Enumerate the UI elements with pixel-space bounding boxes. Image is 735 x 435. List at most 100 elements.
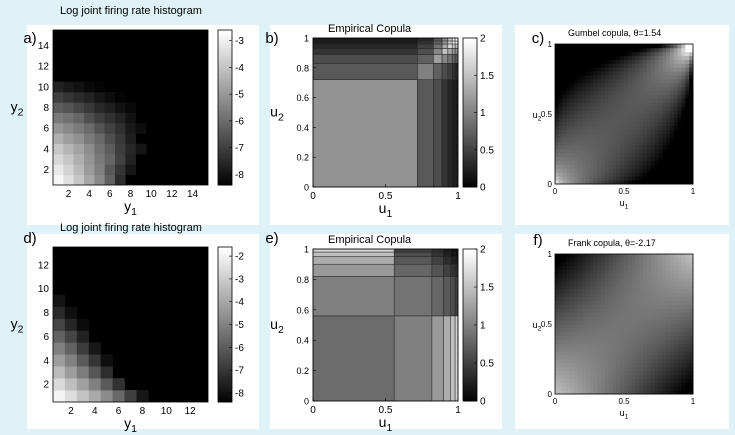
colorbar-segment xyxy=(218,151,232,155)
density-cell xyxy=(670,114,675,119)
density-cell xyxy=(574,125,579,130)
density-cell xyxy=(685,82,690,88)
density-cell xyxy=(631,86,636,92)
density-cell xyxy=(670,164,675,169)
colorbar-segment xyxy=(463,254,477,258)
density-cell xyxy=(578,129,583,134)
colorbar-segment xyxy=(218,135,232,139)
density-cell xyxy=(658,296,663,302)
density-cell xyxy=(608,254,613,259)
density-cell xyxy=(585,86,590,92)
density-cell xyxy=(574,67,579,72)
density-cell xyxy=(608,102,613,107)
density-cell xyxy=(608,71,613,76)
density-cell xyxy=(639,355,644,360)
density-cell xyxy=(627,370,633,375)
density-cell xyxy=(601,71,606,76)
density-cell xyxy=(681,51,686,57)
density-cell xyxy=(620,304,625,309)
density-cell xyxy=(593,79,598,84)
density-cell xyxy=(666,63,671,68)
colorbar-segment xyxy=(463,95,477,99)
density-cell xyxy=(654,44,659,49)
density-cell xyxy=(685,308,690,313)
density-cell xyxy=(677,273,682,278)
density-cell xyxy=(673,254,679,259)
density-cell xyxy=(608,137,613,142)
colorbar-segment xyxy=(463,179,477,183)
density-cell xyxy=(604,82,610,88)
density-cell xyxy=(612,316,617,321)
density-cell xyxy=(566,359,571,364)
density-cell xyxy=(658,82,663,88)
x-tick-label: 4 xyxy=(86,189,92,200)
density-cell xyxy=(689,98,694,103)
density-cell xyxy=(608,366,613,372)
density-cell xyxy=(677,281,682,286)
density-cell xyxy=(681,90,686,95)
y-tick-label: 1 xyxy=(548,40,553,49)
density-cell xyxy=(616,362,621,368)
density-cell xyxy=(666,257,671,263)
y-tick-label: 12 xyxy=(38,62,50,73)
density-cell xyxy=(604,51,610,57)
density-cell xyxy=(689,370,694,375)
density-cell xyxy=(585,289,590,294)
density-cell xyxy=(593,47,598,53)
colorbar-segment xyxy=(218,373,232,377)
density-cell xyxy=(650,304,656,309)
density-cell xyxy=(608,86,613,92)
density-cell xyxy=(647,106,652,111)
density-cell xyxy=(662,382,667,387)
colorbar-segment xyxy=(218,352,232,356)
density-cell xyxy=(574,273,579,278)
density-cell xyxy=(654,359,659,364)
density-cell xyxy=(639,94,644,99)
density-cell xyxy=(635,351,640,356)
density-cell xyxy=(585,292,590,298)
density-cell xyxy=(658,254,663,259)
density-cell xyxy=(585,261,590,267)
copula-cell xyxy=(417,54,434,64)
density-cell xyxy=(631,110,636,115)
density-cell xyxy=(566,63,571,68)
density-cell xyxy=(558,117,564,123)
colorbar-segment xyxy=(463,385,477,389)
density-cell xyxy=(685,149,690,154)
density-cell xyxy=(616,86,621,92)
density-cell xyxy=(662,94,667,99)
heatmap-cell xyxy=(84,174,95,186)
density-cell xyxy=(689,327,694,333)
density-cell xyxy=(643,117,648,123)
density-cell xyxy=(650,168,656,173)
density-cell xyxy=(673,265,679,270)
density-cell xyxy=(597,145,602,150)
density-cell xyxy=(604,102,610,107)
density-cell xyxy=(650,82,656,88)
density-cell xyxy=(597,320,602,325)
density-cell xyxy=(562,370,567,375)
density-cell xyxy=(555,374,560,379)
density-cell xyxy=(558,269,564,274)
density-cell xyxy=(681,156,686,162)
density-cell xyxy=(574,90,579,95)
density-cell xyxy=(604,160,610,165)
density-cell xyxy=(647,102,652,107)
density-cell xyxy=(650,300,656,305)
density-cell xyxy=(581,359,587,364)
density-cell xyxy=(650,355,656,360)
density-cell xyxy=(593,106,598,111)
density-cell xyxy=(647,327,652,333)
heatmap-cell xyxy=(84,133,95,144)
density-cell xyxy=(647,98,652,103)
density-cell xyxy=(654,94,659,99)
density-cell xyxy=(616,71,621,76)
density-cell xyxy=(670,55,675,60)
density-cell xyxy=(604,94,610,99)
colorbar-segment xyxy=(463,355,477,359)
density-cell xyxy=(662,180,667,185)
density-cell xyxy=(562,145,567,150)
density-cell xyxy=(662,106,667,111)
colorbar-tick-label: 0.5 xyxy=(480,145,494,156)
density-cell xyxy=(624,137,629,142)
